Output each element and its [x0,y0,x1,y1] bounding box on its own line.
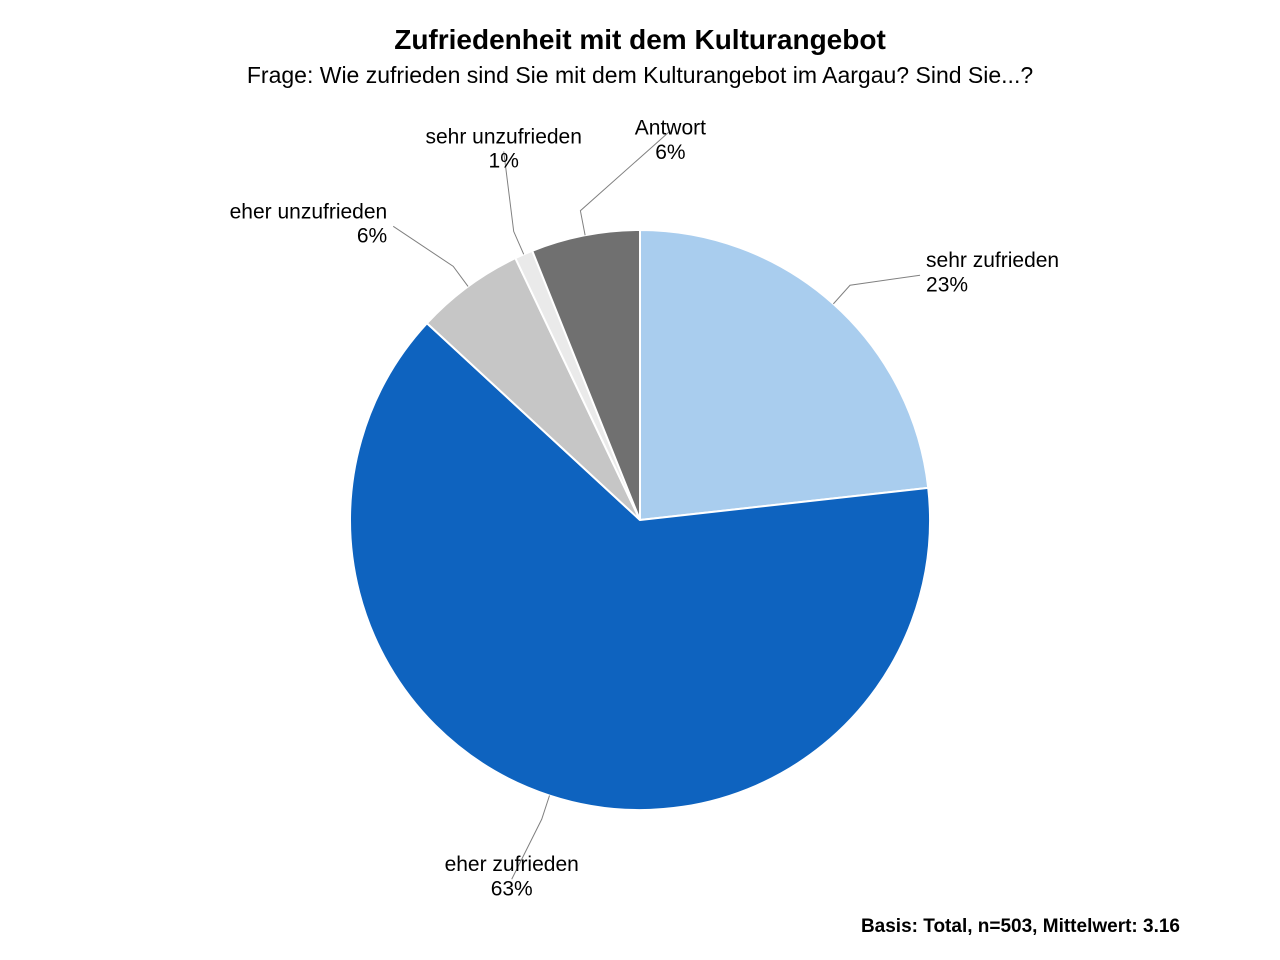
slice-label: weiß nicht/keineAntwort6% [594,120,746,164]
slice-label: eher zufrieden63% [445,853,579,900]
leader-line [393,226,468,286]
slice-label: eher unzufrieden6% [230,200,388,247]
chart-title: Zufriedenheit mit dem Kulturangebot [0,24,1280,56]
pie-chart-container: sehr zufrieden23% eher zufrieden63% eher u… [0,120,1280,910]
chart-subtitle: Frage: Wie zufrieden sind Sie mit dem Ku… [0,62,1280,89]
pie-slice [640,230,928,520]
chart-footer-note: Basis: Total, n=503, Mittelwert: 3.16 [861,916,1180,938]
pie-chart: sehr zufrieden23% eher zufrieden63% eher u… [0,120,1280,910]
leader-line [833,275,920,304]
slice-label: sehr unzufrieden1% [425,125,581,172]
slice-label: sehr zufrieden23% [926,249,1059,296]
chart-page: Zufriedenheit mit dem Kulturangebot Frag… [0,0,1280,960]
